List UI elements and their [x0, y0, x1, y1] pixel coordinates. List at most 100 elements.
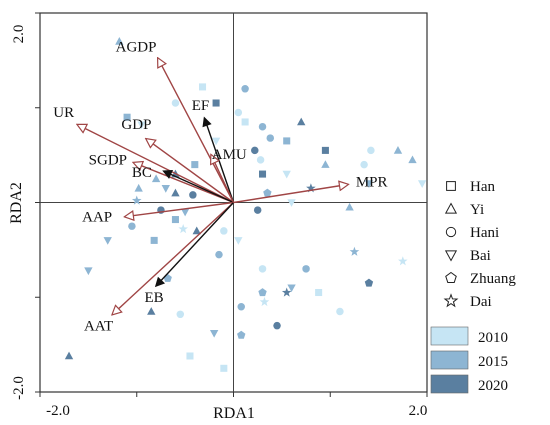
- vector-label-gdp: GDP: [121, 117, 151, 133]
- legend-years: 2010 2015 2020: [430, 326, 508, 394]
- data-point-hani-2010: [171, 99, 180, 107]
- vector-label-aap: AAP: [82, 210, 112, 226]
- vector-eb: [156, 202, 235, 286]
- legend-marker-zhuang: [445, 271, 457, 283]
- data-point-bai-2010: [282, 170, 291, 179]
- legend-swatch-2010: [430, 326, 469, 346]
- x-tick-label-max: 2.0: [409, 403, 428, 419]
- data-point-bai-2015: [287, 284, 296, 293]
- data-point-han-2015: [283, 137, 291, 145]
- data-point-hani-2010: [176, 310, 185, 319]
- data-point-hani-2015: [128, 222, 136, 230]
- data-point-hani-2010: [256, 156, 265, 164]
- data-point-hani-2015: [215, 250, 223, 259]
- data-point-yi-2015: [393, 145, 403, 154]
- data-point-hani-2010: [220, 227, 228, 235]
- legend-ethnic-groups: Han Yi Hani Bai Zhuang Dai: [443, 179, 516, 310]
- data-point-han-2020: [212, 99, 220, 107]
- data-point-dai-2010: [259, 296, 270, 307]
- data-point-zhuang-2020: [364, 278, 374, 287]
- data-point-bai-2015: [364, 180, 374, 188]
- vector-label-bc: BC: [132, 165, 152, 181]
- data-point-hani-2010: [360, 160, 368, 169]
- vector-bc: [164, 171, 234, 204]
- x-tick-label-min: -2.0: [46, 403, 70, 419]
- data-point-yi-2015: [151, 174, 161, 183]
- vector-label-aat: AAT: [84, 318, 113, 334]
- data-point-han-2020: [259, 170, 267, 178]
- data-point-han-2015: [191, 161, 199, 169]
- data-point-hani-2010: [367, 146, 375, 155]
- legend-marker-han: [446, 181, 456, 191]
- data-point-han-2020: [321, 146, 329, 154]
- legend-swatch-2020: [430, 374, 469, 394]
- data-point-yi-2020: [192, 226, 201, 235]
- data-point-han-2015: [171, 216, 179, 224]
- data-point-hani-2020: [251, 146, 259, 155]
- sample-points: [64, 37, 427, 372]
- legend-marker-hani: [445, 226, 457, 238]
- vector-label-amu: AMU: [212, 147, 247, 163]
- data-point-bai-2015: [84, 267, 93, 276]
- data-point-hani-2010: [234, 108, 243, 117]
- data-point-zhuang-2015: [263, 188, 272, 197]
- data-point-dai-2020: [281, 287, 292, 297]
- data-point-bai-2015: [103, 237, 112, 245]
- vector-amu: [211, 155, 235, 203]
- legend-marker-yi: [444, 202, 458, 214]
- legend-marker-dai: [443, 293, 459, 308]
- vector-label-sgdp: SGDP: [89, 153, 127, 169]
- data-point-bai-2010: [234, 237, 243, 245]
- axis-ticks: [35, 12, 428, 397]
- data-point-hani-2020: [189, 191, 197, 199]
- vector-agdp: [158, 58, 235, 203]
- legend-label-hani: Hani: [470, 225, 499, 241]
- vector-aap: [125, 201, 234, 217]
- legend-marker-bai: [444, 250, 458, 262]
- data-point-yi-2020: [64, 351, 74, 360]
- data-point-yi-2015: [321, 160, 330, 168]
- data-point-yi-2015: [345, 202, 354, 211]
- legend-label-han: Han: [470, 179, 495, 195]
- legend-label-dai: Dai: [470, 294, 492, 310]
- data-point-hani-2015: [266, 134, 275, 142]
- legend-year-2015: 2015: [478, 354, 508, 370]
- environment-vectors: AGDP UR GDP SGDP BC AAP AAT EB EF AMU MPR: [53, 39, 387, 334]
- legend-year-2020: 2020: [478, 378, 508, 394]
- data-point-bai-2010: [417, 180, 427, 188]
- legend-label-yi: Yi: [470, 202, 484, 218]
- vector-gdp: [146, 139, 234, 204]
- data-point-yi-2020: [147, 307, 156, 315]
- data-point-yi-2015: [115, 37, 124, 45]
- data-point-han-2010: [315, 288, 323, 297]
- vector-label-eb: EB: [145, 290, 164, 306]
- data-point-bai-2015: [161, 184, 170, 193]
- legend-year-2010: 2010: [478, 330, 508, 346]
- data-point-yi-2020: [171, 188, 180, 197]
- vector-sgdp: [134, 163, 234, 204]
- data-point-zhuang-2015: [237, 330, 246, 339]
- data-point-dai-2010: [398, 256, 408, 266]
- data-point-han-2010: [241, 118, 249, 126]
- vector-mpr: [233, 184, 348, 204]
- vector-label-agdp: AGDP: [116, 39, 157, 55]
- data-point-yi-2015: [134, 183, 143, 192]
- data-point-hani-2015: [258, 122, 267, 131]
- legend-label-bai: Bai: [470, 248, 491, 264]
- data-point-han-2015: [150, 236, 158, 244]
- data-point-han-2015: [123, 113, 131, 121]
- y-axis-title: RDA2: [8, 182, 25, 224]
- data-point-dai-2010: [178, 223, 188, 234]
- data-point-bai-2010: [287, 199, 296, 207]
- data-point-hani-2010: [336, 307, 344, 316]
- data-point-hani-2015: [237, 302, 245, 311]
- data-point-bai-2015: [180, 208, 190, 217]
- data-point-han-2010: [220, 364, 228, 372]
- data-point-bai-2010: [211, 137, 221, 146]
- vector-label-ef: EF: [192, 98, 210, 114]
- legend-label-zhuang: Zhuang: [470, 271, 516, 287]
- x-axis-title: RDA1: [213, 405, 255, 422]
- data-point-dai-2020: [306, 183, 316, 193]
- data-point-bai-2015: [209, 329, 219, 338]
